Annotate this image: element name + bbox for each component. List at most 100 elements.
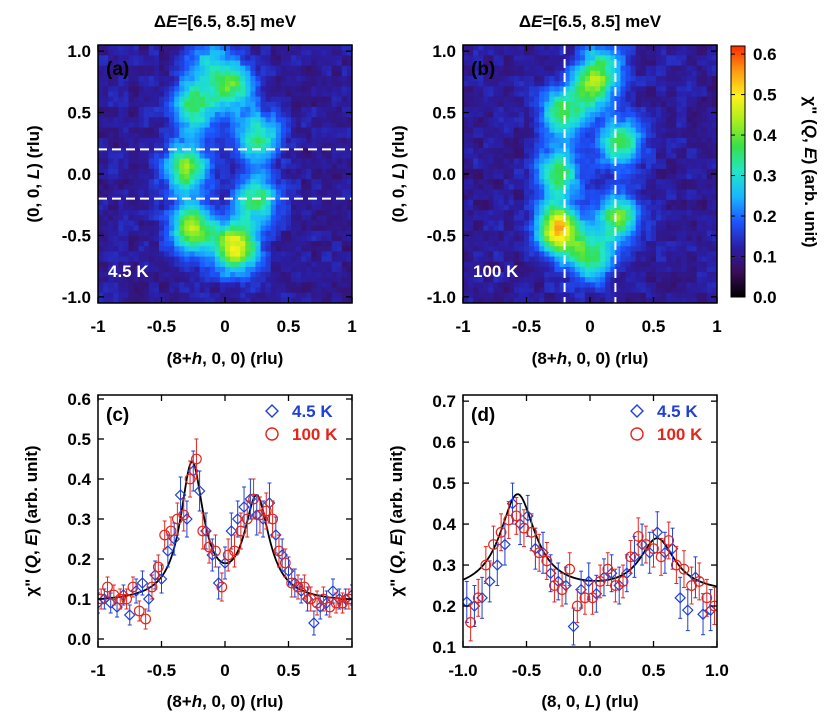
panel-b-cell [605,246,611,252]
panel-a-cell [326,204,333,211]
panel-b-cell [635,215,642,222]
panel-a-cell [225,122,231,129]
panel-a-cell [179,220,185,227]
panel-a-cell [179,45,185,51]
panel-a-cell [118,272,124,278]
panel-b-cell [508,282,515,289]
panel-a-cell [326,282,333,289]
panel-b-cell [701,261,708,268]
panel-b-cell [539,117,545,123]
panel-b-cell [584,246,591,252]
panel-a-cell [148,132,155,139]
panel-b-cell [569,168,576,175]
panel-b-cell [595,153,601,160]
panel-a-cell [235,86,241,93]
panel-a-cell [204,117,211,123]
panel-b-cell [630,65,637,72]
panel-a-cell [143,277,150,283]
panel-a-cell [316,153,323,160]
panel-a-cell [98,189,104,196]
panel-a-cell [98,179,104,185]
panel-b-cell [645,199,652,206]
panel-a-cell [346,297,352,303]
panel-b-cell [518,272,525,278]
panel-a-cell [189,230,196,237]
panel-b-cell [701,60,708,67]
panel-a-cell [291,55,297,62]
panel-b-cell [463,204,469,211]
panel-b-cell [600,143,606,149]
panel-a-cell [138,148,145,154]
panel-b-cell [493,220,500,227]
panel-a-cell [255,168,262,175]
panel-a-cell [123,199,130,206]
panel-a-cell [108,184,114,191]
panel-b-cell [701,220,708,227]
panel-b-cell [579,50,586,56]
panel-a-cell [275,96,282,103]
panel-b-cell [625,282,632,289]
panel-a-cell [219,158,226,165]
panel-b-cell [518,256,525,263]
panel-a-cell [158,220,165,227]
panel-a-cell [265,45,272,51]
panel-a-cell [291,225,297,232]
panel-a-cell [209,235,216,242]
panel-b-cell [650,96,657,103]
panel-a-cell [230,81,236,87]
panel-a-cell [240,163,246,170]
panel-b-cell [671,50,677,56]
panel-a-cell [219,184,226,191]
panel-b-cell [676,86,683,93]
panel-b-cell [595,70,601,77]
panel-b-cell [463,158,469,165]
panel-b-cell [686,210,693,216]
panel-b-cell [478,241,484,247]
panel-b-cell [630,174,637,180]
panel-b-cell [661,261,667,268]
panel-a-cell [301,122,307,129]
panel-a-cell [199,179,206,185]
panel-b-cell [554,292,561,299]
panel-b-cell [579,220,586,227]
panel-b-cell [650,168,657,175]
panel-a-cell [179,266,185,273]
panel-b-cell [473,55,479,62]
panel-a-cell [265,101,272,108]
panel-a-cut-lines [98,148,352,200]
panel-a-cell [194,55,201,62]
panel-b-cell [523,91,530,98]
panel-a-cell [245,235,251,242]
panel-a-cell [189,96,196,103]
panel-b-cell [590,225,596,232]
panel-b-cell [640,45,647,51]
panel-a-cell [209,148,216,154]
panel-a-cell [326,60,333,67]
panel-b-cell [518,235,525,242]
panel-a-cell [245,292,251,299]
panel-b-cell [645,65,652,72]
panel-b-cell [539,70,545,77]
panel-a-cell [306,215,312,222]
panel-b-cell [686,60,693,67]
panel-b-cell [513,101,520,108]
panel-b-cell [615,241,622,247]
panel-b-cell [640,225,647,232]
panel-b-cell [544,241,550,247]
panel-b-cell [706,266,713,273]
panel-b-cell [625,184,632,191]
panel-a-cell [184,184,191,191]
panel-b-cell [483,184,489,191]
panel-a-temperature: 4.5 K [108,262,149,281]
panel-b-cell [615,148,622,154]
panel-b-cell [559,117,566,123]
panel-b-cell [508,86,515,93]
panel-b-cell [701,168,708,175]
panel-b-cell [620,96,627,103]
panel-a-cell [230,179,236,185]
panel-a-cell [199,101,206,108]
panel-a-cell [164,96,170,103]
panel-b-cell [706,60,713,67]
panel-b-cell [645,153,652,160]
panel-b-cell [569,251,576,258]
